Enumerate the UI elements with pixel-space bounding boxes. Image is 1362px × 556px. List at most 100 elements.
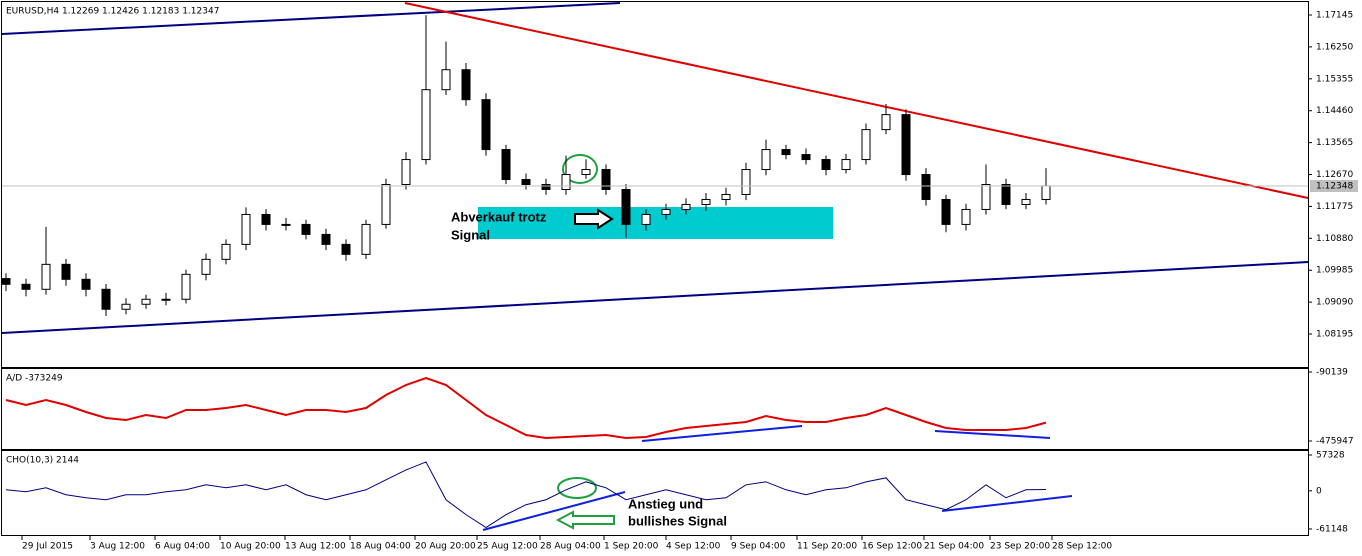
- arrow-left: [555, 510, 615, 530]
- support-trendline: [1, 261, 1309, 334]
- candle-body: [501, 149, 511, 181]
- candle-body: [241, 213, 251, 245]
- last-price-box: [1310, 179, 1358, 192]
- x-tick-label: 16 Sep 12:00: [862, 542, 922, 552]
- candle-body: [261, 213, 271, 225]
- x-tick-label: 9 Sep 04:00: [731, 542, 786, 552]
- y-tick-label: -90139: [1316, 367, 1348, 377]
- highlight-ellipse: [562, 154, 598, 184]
- x-tick-label: 6 Aug 04:00: [155, 542, 210, 552]
- candle-body: [701, 198, 711, 205]
- candle-body: [401, 159, 411, 185]
- panel-title: A/D -373249: [6, 374, 63, 384]
- x-tick-label: 23 Sep 20:00: [990, 542, 1050, 552]
- candle-body: [721, 193, 731, 200]
- candle-body: [941, 198, 951, 225]
- candle-body: [821, 159, 831, 171]
- annotation: Signal: [451, 227, 490, 242]
- x-tick-label: 3 Aug 12:00: [90, 542, 145, 552]
- ad-trendline: [641, 425, 803, 442]
- candle-body: [601, 169, 611, 190]
- candle-body: [441, 69, 451, 91]
- candle-body: [321, 233, 331, 245]
- candle-body: [961, 208, 971, 225]
- y-tick-label: 1.08195: [1316, 330, 1353, 340]
- y-tick-label: 1.11775: [1316, 202, 1353, 212]
- candle-body: [341, 243, 351, 255]
- candle-body: [361, 223, 371, 255]
- ad-trendline: [934, 430, 1051, 439]
- annotation: Abverkauf trotz: [451, 209, 547, 224]
- candle-body: [1041, 185, 1051, 200]
- x-tick-label: 1 Sep 20:00: [604, 542, 659, 552]
- candle-body: [741, 169, 751, 195]
- panel-frames: [1, 1, 1309, 536]
- resistance-trendline: [404, 2, 1309, 199]
- candle-body: [561, 174, 571, 190]
- x-tick-label: 28 Aug 04:00: [540, 542, 601, 552]
- cho-panel: [1, 450, 1309, 536]
- candle-body: [541, 184, 551, 190]
- candle-body: [301, 223, 311, 235]
- candle-body: [141, 298, 151, 305]
- indicator-line: [5, 376, 1047, 439]
- candle-body: [521, 179, 531, 185]
- candle-body: [581, 169, 591, 176]
- candle-body: [781, 149, 791, 156]
- candle-body: [981, 184, 991, 210]
- annotation: Anstieg und: [628, 496, 703, 511]
- y-tick-label: 57328: [1316, 450, 1345, 460]
- candle-body: [101, 288, 111, 310]
- highlight-ellipse: [557, 477, 597, 499]
- candle-body: [841, 159, 851, 171]
- x-tick-label: 11 Sep 20:00: [797, 542, 857, 552]
- arrow-right: [574, 208, 614, 230]
- x-tick-label: 25 Aug 12:00: [477, 542, 538, 552]
- y-tick-label: 1.16250: [1316, 42, 1353, 52]
- y-tick-label: 1.17145: [1316, 11, 1353, 21]
- candle-body: [221, 243, 231, 260]
- candle-body: [281, 223, 291, 226]
- candle-body: [181, 273, 191, 300]
- candle-body: [201, 258, 211, 275]
- candle-body: [661, 208, 671, 215]
- candle-body: [41, 263, 51, 290]
- candle-body: [881, 114, 891, 131]
- ad-panel: [1, 368, 1309, 450]
- candle-body: [761, 149, 771, 171]
- panel-title: CHO(10,3) 2144: [6, 456, 79, 466]
- candle-body: [1001, 184, 1011, 205]
- y-tick-label: -61148: [1316, 524, 1348, 534]
- y-tick-label: 1.12670: [1316, 170, 1353, 180]
- candle-body: [801, 154, 811, 161]
- y-tick-label: -475947: [1316, 437, 1354, 447]
- candle-body: [921, 174, 931, 200]
- signal-zone: [478, 207, 833, 239]
- x-tick-label: 4 Sep 12:00: [666, 542, 721, 552]
- candle-body: [161, 298, 171, 301]
- candle-body: [381, 184, 391, 225]
- candle-body: [621, 188, 631, 225]
- x-tick-label: 13 Aug 12:00: [285, 542, 346, 552]
- candle-body: [1, 278, 11, 285]
- y-tick-label: 1.14460: [1316, 106, 1353, 116]
- candle-body: [461, 69, 471, 101]
- candle-body: [901, 114, 911, 176]
- cho-trendline: [482, 491, 626, 531]
- annotation: bullishes Signal: [628, 513, 727, 528]
- candle-body: [21, 283, 31, 290]
- y-tick-label: 1.09090: [1316, 298, 1353, 308]
- x-tick-label: 18 Aug 04:00: [350, 542, 411, 552]
- x-tick-label: 10 Aug 20:00: [220, 542, 281, 552]
- x-tick-label: 21 Sep 04:00: [924, 542, 984, 552]
- candle-body: [481, 99, 491, 151]
- candle-body: [421, 89, 431, 161]
- candle-body: [121, 303, 131, 310]
- candle-body: [681, 203, 691, 210]
- candle-body: [81, 278, 91, 290]
- candle-body: [61, 263, 71, 280]
- x-tick-label: 29 Jul 2015: [22, 542, 73, 552]
- y-tick-label: 1.10880: [1316, 234, 1353, 244]
